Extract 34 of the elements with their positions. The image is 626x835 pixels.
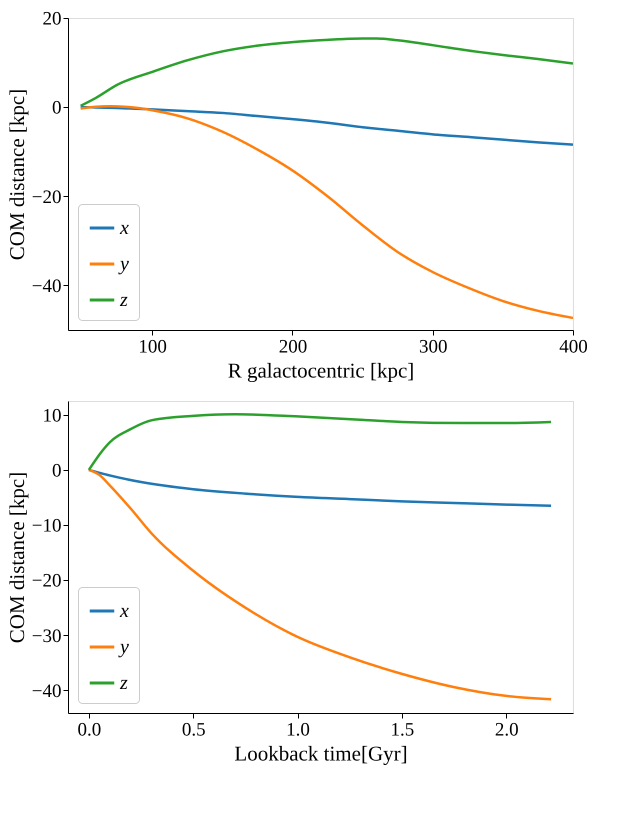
y-tick-label: −30 (32, 626, 62, 647)
y-tick-label: 20 (42, 8, 62, 30)
y-axis-title: COM distance [kpc] (4, 88, 29, 260)
y-tick-label: −20 (32, 186, 62, 208)
legend-label: z (119, 672, 128, 694)
y-tick-label: 0 (52, 460, 62, 482)
x-tick-label: 1.5 (390, 720, 414, 740)
x-tick-label: 300 (418, 336, 448, 358)
x-tick-label: 100 (138, 336, 167, 358)
legend-label: y (118, 253, 129, 275)
y-tick-label: −10 (32, 516, 62, 537)
x-axis-title: R galactocentric [kpc] (228, 358, 414, 382)
x-tick-label: 400 (559, 336, 588, 358)
x-tick-label: 1.0 (286, 720, 310, 740)
y-tick-label: −40 (32, 276, 62, 297)
line-series (79, 106, 573, 146)
line-series (88, 412, 552, 472)
line-series (79, 105, 573, 320)
legend-label: x (119, 217, 129, 239)
y-tick-label: 10 (42, 405, 62, 426)
x-tick-label: 2.0 (494, 720, 519, 740)
legend-label: z (119, 289, 128, 311)
y-tick-label: 0 (52, 98, 62, 119)
x-tick-label: 0.5 (182, 720, 206, 740)
line-series (88, 468, 552, 700)
x-tick-label: 200 (278, 336, 308, 358)
line-series (79, 37, 573, 108)
legend-label: x (119, 600, 129, 622)
y-axis-title: COM distance [kpc] (4, 472, 29, 644)
y-tick-label: −40 (32, 680, 62, 702)
x-tick-label: 0.0 (77, 720, 102, 740)
legend-label: y (118, 636, 129, 658)
y-tick-label: −20 (32, 570, 62, 592)
x-axis-title: Lookback time[Gyr] (234, 742, 408, 766)
